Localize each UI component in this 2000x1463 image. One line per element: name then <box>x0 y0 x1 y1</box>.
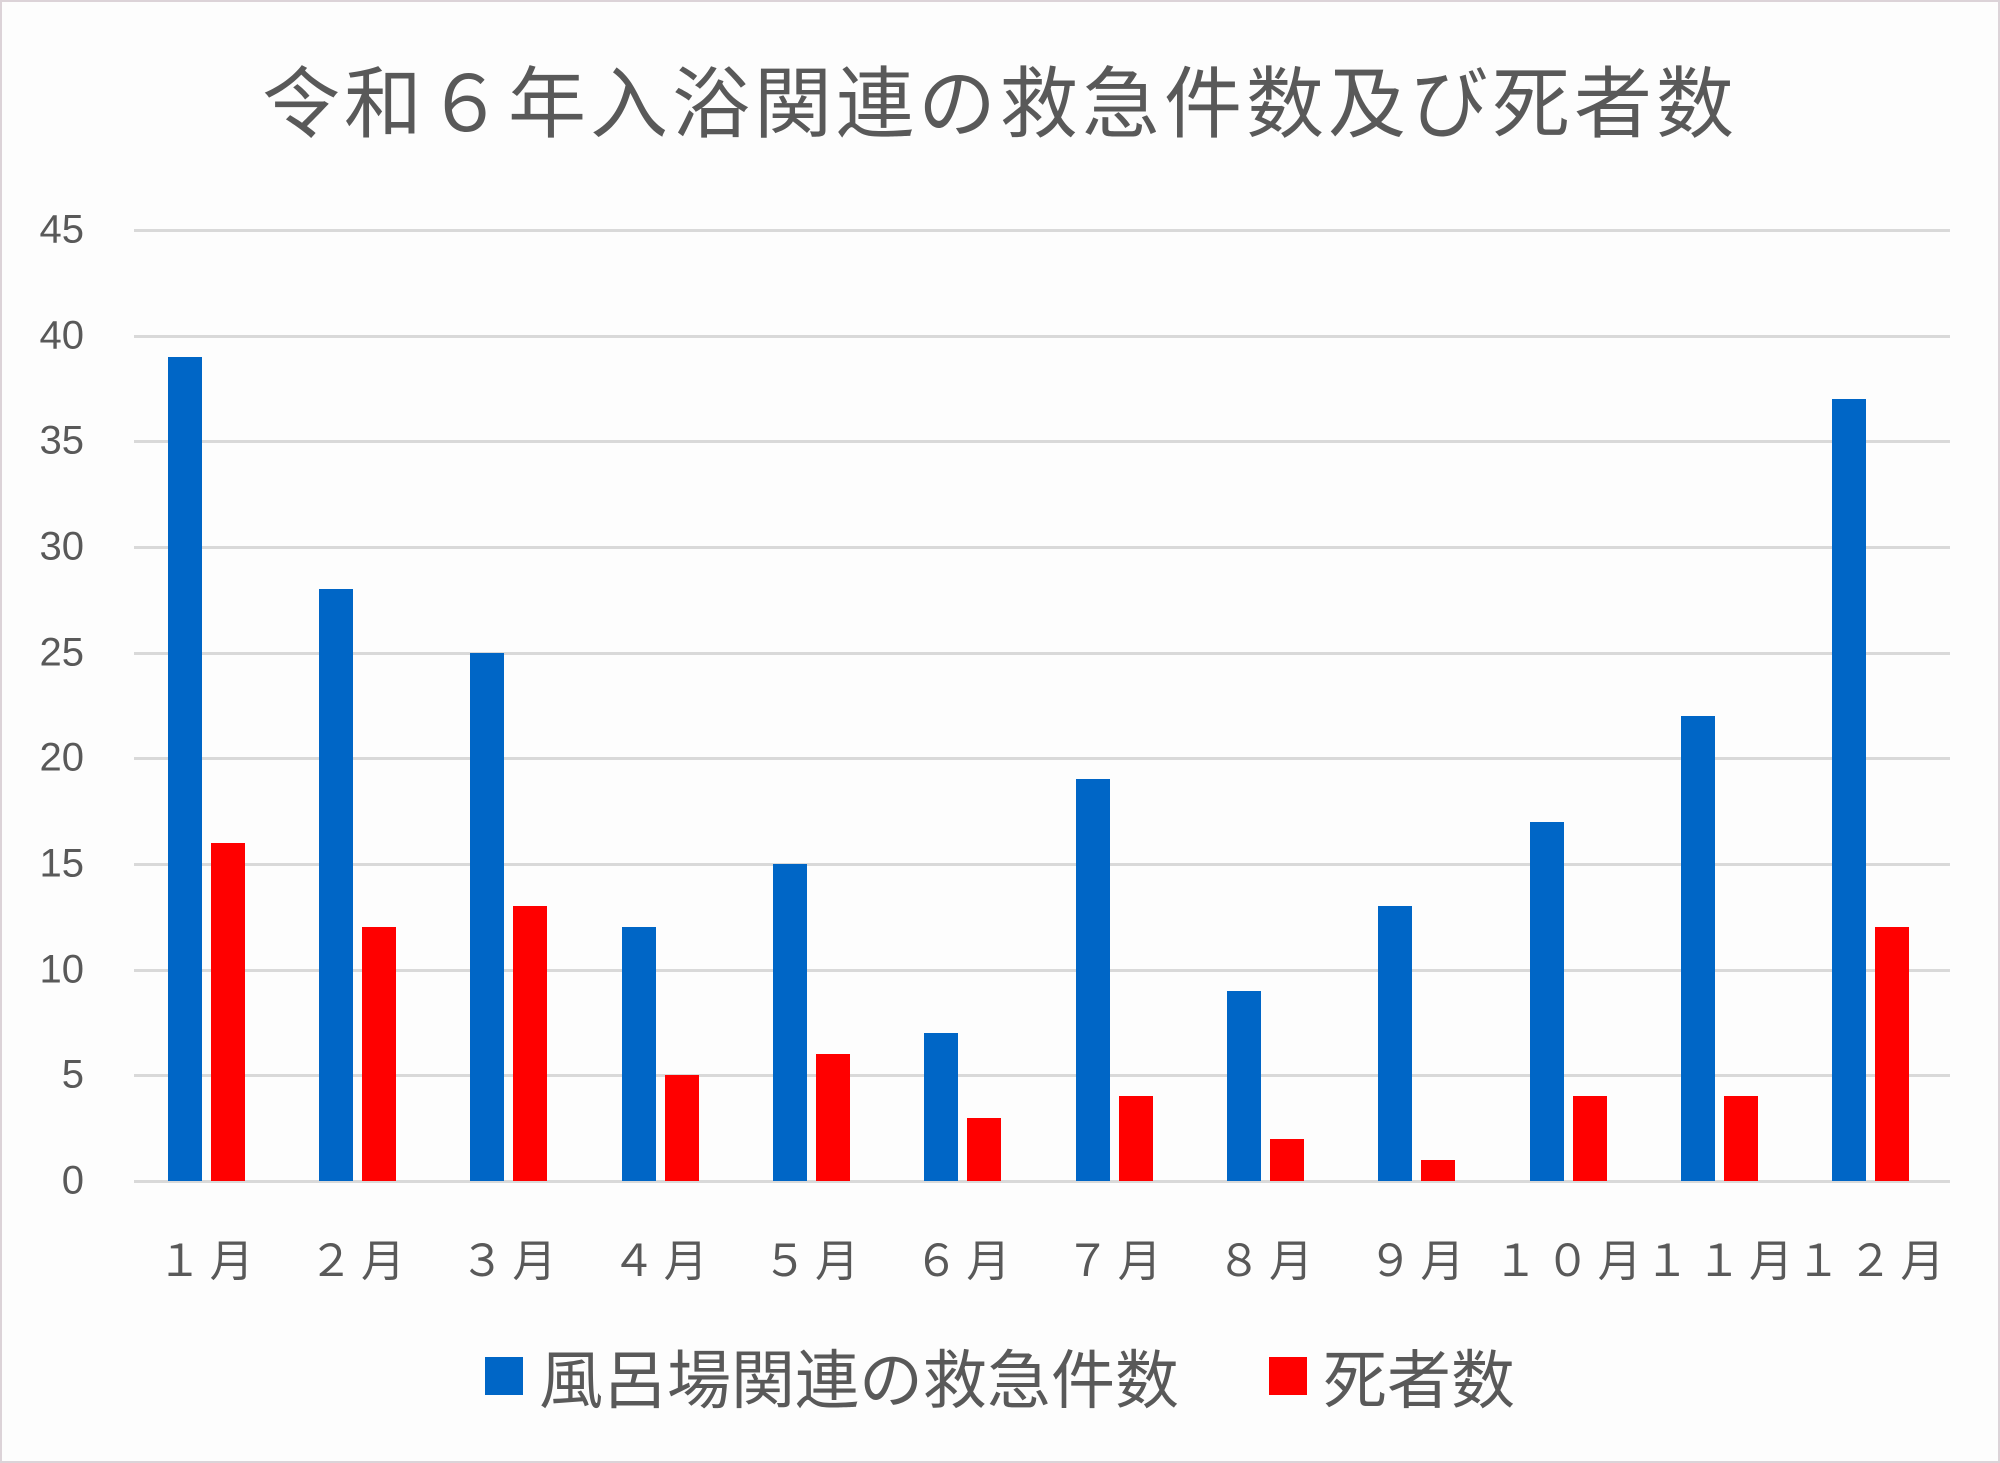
legend-item: 死者数 <box>1269 1330 1515 1422</box>
gridline <box>134 334 1950 338</box>
y-axis-tick-label: 35 <box>39 418 85 463</box>
gridline <box>134 229 1950 232</box>
gridline <box>134 757 1950 761</box>
y-axis-tick-label: 20 <box>39 735 85 780</box>
bar-deaths <box>816 1054 850 1181</box>
bar-emergency-count <box>470 652 505 1181</box>
bar-deaths <box>664 1075 699 1181</box>
chart-legend: 風呂場関連の救急件数 死者数 <box>0 1330 2000 1422</box>
gridline <box>134 1180 1950 1183</box>
x-axis-label: ８月 <box>1217 1236 1321 1287</box>
bar-deaths <box>1875 927 1910 1181</box>
legend-item: 風呂場関連の救急件数 <box>485 1330 1179 1422</box>
x-axis-label: ４月 <box>611 1236 716 1287</box>
bar-emergency-count <box>1378 906 1413 1181</box>
x-axis-label: １１月 <box>1645 1236 1801 1287</box>
x-axis-label: ５月 <box>763 1236 867 1287</box>
bar-deaths <box>967 1117 1002 1181</box>
x-axis-label: １月 <box>157 1236 262 1287</box>
bar-emergency-count <box>1075 779 1110 1181</box>
y-axis-tick-label: 10 <box>39 947 85 992</box>
x-axis-label: ９月 <box>1368 1236 1473 1287</box>
bar-emergency-count <box>773 864 807 1181</box>
legend-swatch-icon <box>485 1357 523 1395</box>
y-axis-tick-label: 30 <box>39 524 85 569</box>
chart-title: 令和６年入浴関連の救急件数及び死者数 <box>261 60 1738 150</box>
y-axis-tick-label: 0 <box>61 1158 84 1203</box>
bar-emergency-count <box>1529 821 1564 1181</box>
bar-deaths <box>1421 1159 1456 1181</box>
bar-deaths <box>1724 1096 1758 1181</box>
legend-swatch-icon <box>1269 1357 1307 1395</box>
bar-deaths <box>1270 1138 1304 1181</box>
gridline <box>134 1074 1950 1078</box>
bar-emergency-count <box>1227 990 1261 1181</box>
y-axis-tick-label: 15 <box>39 841 85 886</box>
bar-emergency-count <box>621 927 656 1181</box>
y-axis-tick-label: 45 <box>39 207 85 252</box>
bar-emergency-count <box>1681 716 1715 1181</box>
gridline <box>134 546 1950 549</box>
y-axis-tick-label: 5 <box>61 1052 84 1097</box>
gridline <box>134 863 1950 866</box>
x-axis-label: ３月 <box>460 1236 565 1287</box>
x-axis-label: １２月 <box>1796 1236 1953 1287</box>
legend-label: 死者数 <box>1323 1345 1515 1419</box>
bar-emergency-count <box>319 589 353 1181</box>
y-axis-tick-label: 40 <box>39 313 85 358</box>
gridline <box>134 440 1950 444</box>
x-axis-label: ７月 <box>1065 1236 1170 1287</box>
bar-deaths <box>513 906 548 1181</box>
bar-deaths <box>362 927 396 1181</box>
x-axis-label: ６月 <box>914 1236 1019 1287</box>
gridline <box>134 968 1950 972</box>
gridline <box>134 651 1950 655</box>
bar-deaths <box>1118 1096 1153 1181</box>
y-axis-tick-label: 25 <box>39 630 85 675</box>
bar-deaths <box>210 842 245 1181</box>
bar-emergency-count <box>924 1033 959 1181</box>
legend-label: 風呂場関連の救急件数 <box>539 1345 1179 1419</box>
x-axis-label: ２月 <box>309 1236 413 1287</box>
bar-emergency-count <box>167 356 202 1181</box>
bar-deaths <box>1572 1096 1607 1181</box>
x-axis-label: １０月 <box>1493 1236 1650 1287</box>
bar-emergency-count <box>1832 399 1867 1181</box>
